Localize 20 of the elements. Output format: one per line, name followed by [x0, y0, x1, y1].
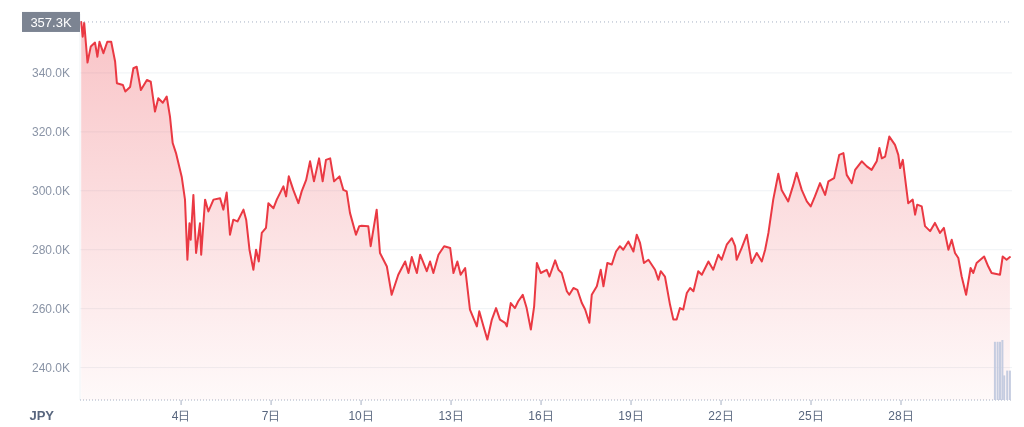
ref-line-label: 357.3K — [30, 14, 72, 30]
y-tick-label: 300.0K — [31, 183, 70, 198]
y-tick-label: 280.0K — [31, 242, 70, 257]
y-tick-label: 320.0K — [31, 124, 70, 139]
y-axis-title: JPY — [29, 408, 55, 423]
bar — [996, 341, 999, 400]
x-tick-label: 7日 — [261, 409, 281, 423]
y-tick-label: 240.0K — [31, 360, 70, 375]
bar — [993, 341, 996, 400]
x-tick-label: 10日 — [348, 409, 374, 423]
x-tick-label: 25日 — [798, 409, 824, 423]
y-tick-label: 340.0K — [31, 65, 70, 80]
bar — [1001, 340, 1004, 400]
x-tick-label: 13日 — [438, 409, 464, 423]
x-tick-label: 4日 — [171, 409, 191, 423]
x-tick-label: 22日 — [708, 409, 734, 423]
x-tick-label: 19日 — [618, 409, 644, 423]
x-tick-label: 28日 — [888, 409, 914, 423]
x-tick-label: 16日 — [528, 409, 554, 423]
y-tick-label: 260.0K — [31, 301, 70, 316]
